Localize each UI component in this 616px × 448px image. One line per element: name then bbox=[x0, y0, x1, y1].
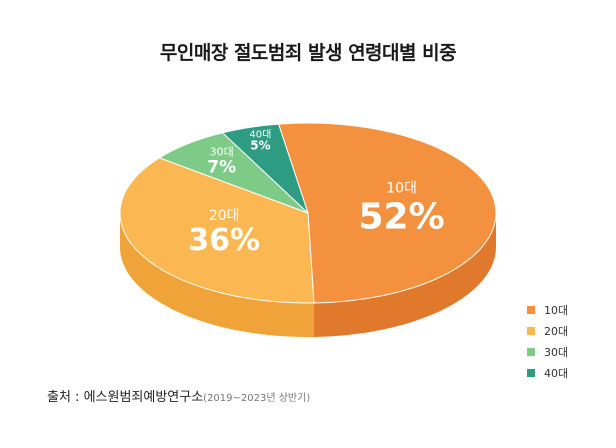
pie-side-walls bbox=[120, 213, 496, 337]
legend-swatch-30s bbox=[527, 347, 535, 356]
slice-value-label-10s: 52% bbox=[359, 197, 445, 238]
chart-title: 무인매장 절도범죄 발생 연령대별 비중 bbox=[159, 42, 457, 64]
slice-category-label-40s: 40대 bbox=[249, 128, 271, 140]
pie-slice-10s bbox=[277, 122, 497, 304]
legend-item-30s: 30대 bbox=[527, 341, 568, 362]
pie-side-10s bbox=[313, 213, 496, 337]
pie-slice-40s bbox=[221, 123, 309, 214]
source-note: 출처 : 에스원범죄예방연구소(2019~2023년 상반기) bbox=[47, 386, 310, 405]
legend-label-30s: 30대 bbox=[544, 345, 569, 359]
pie-top bbox=[119, 122, 497, 304]
legend-label-20s: 20대 bbox=[544, 324, 569, 338]
legend-item-20s: 20대 bbox=[527, 320, 568, 341]
legend-label-10s: 10대 bbox=[544, 303, 569, 317]
pie-side-20s bbox=[120, 213, 314, 337]
legend-item-40s: 40대 bbox=[527, 362, 568, 383]
chart-legend: 10대 20대 30대 40대 bbox=[527, 299, 568, 383]
slice-value-label-40s: 5% bbox=[250, 138, 270, 152]
legend-label-40s: 40대 bbox=[544, 366, 569, 380]
legend-item-10s: 10대 bbox=[527, 299, 568, 320]
slice-category-label-10s: 10대 bbox=[386, 181, 417, 197]
pie-slice-20s bbox=[119, 157, 315, 304]
slice-category-label-30s: 30대 bbox=[210, 145, 234, 158]
slice-value-label-30s: 7% bbox=[207, 157, 236, 177]
slice-category-label-20s: 20대 bbox=[209, 208, 240, 224]
source-label: 출처 : 에스원범죄예방연구소 bbox=[47, 390, 204, 405]
source-period: (2019~2023년 상반기) bbox=[203, 393, 311, 404]
legend-swatch-40s bbox=[527, 368, 535, 377]
legend-swatch-10s bbox=[527, 305, 535, 314]
slice-value-label-20s: 36% bbox=[188, 223, 260, 258]
legend-swatch-20s bbox=[527, 326, 535, 335]
